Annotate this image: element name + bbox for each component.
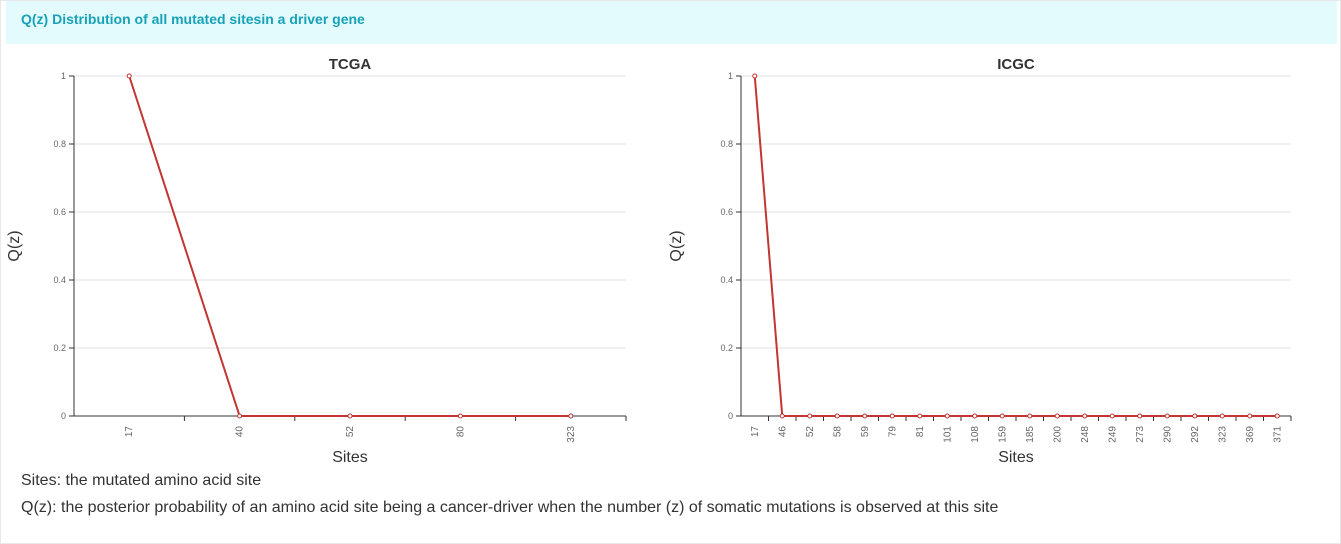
- data-point: [347, 413, 353, 419]
- panel-title: Q(z) Distribution of all mutated sitesin…: [21, 11, 365, 27]
- y-tick-label: 0.6: [720, 207, 733, 217]
- chart-title: ICGC: [997, 56, 1035, 73]
- x-tick-label: 200: [1052, 426, 1063, 443]
- data-point: [862, 413, 868, 419]
- y-axis-label: Q(z): [668, 230, 685, 261]
- y-tick-label: 1: [728, 71, 733, 81]
- data-point: [807, 413, 813, 419]
- qz-note: Q(z): the posterior probability of an am…: [21, 499, 999, 516]
- data-point: [1109, 413, 1115, 419]
- x-tick-label: 79: [887, 426, 898, 438]
- x-tick-label: 369: [1245, 426, 1256, 443]
- x-axis-label: Sites: [998, 449, 1034, 466]
- y-tick-label: 0.6: [53, 207, 66, 217]
- data-point: [889, 413, 895, 419]
- data-point: [779, 413, 785, 419]
- x-tick-label: 159: [997, 426, 1008, 443]
- x-tick-label: 108: [970, 426, 981, 443]
- x-tick-label: 52: [345, 426, 356, 438]
- y-tick-label: 0.8: [720, 139, 733, 149]
- x-tick-label: 273: [1135, 426, 1146, 443]
- data-point: [568, 413, 574, 419]
- sites-note: Sites: the mutated amino acid site: [21, 472, 262, 489]
- data-point: [917, 413, 923, 419]
- data-line: [128, 75, 571, 417]
- x-axis-label: Sites: [332, 449, 368, 466]
- x-tick-label: 185: [1025, 426, 1036, 443]
- data-line: [753, 75, 1278, 417]
- data-point: [237, 413, 243, 419]
- x-tick-label: 46: [777, 426, 788, 438]
- x-tick-label: 40: [235, 426, 246, 438]
- data-point: [1082, 413, 1088, 419]
- x-tick-label: 17: [750, 426, 761, 438]
- charts-area: TCGA 0 0.2 0.4 0.6 0.8 1 Q(z) Sites 17 40 52 80 323 IC…: [6, 56, 1292, 466]
- y-tick-label: 0.8: [53, 139, 66, 149]
- y-tick-label: 0.2: [720, 343, 733, 353]
- data-point: [1274, 413, 1280, 419]
- x-tick-label: 80: [455, 426, 466, 438]
- data-point: [834, 413, 840, 419]
- data-point: [1054, 413, 1060, 419]
- x-tick-label: 323: [566, 426, 577, 443]
- x-tick-label: 101: [942, 426, 953, 443]
- data-point: [972, 413, 978, 419]
- data-point: [1027, 413, 1033, 419]
- y-tick-label: 0: [61, 411, 66, 421]
- x-tick-label: 371: [1272, 426, 1283, 443]
- x-tick-label: 248: [1080, 426, 1091, 443]
- data-point: [999, 413, 1005, 419]
- x-tick-label: 59: [860, 426, 871, 438]
- data-point: [1164, 413, 1170, 419]
- data-point: [1137, 413, 1143, 419]
- panel-header: Q(z) Distribution of all mutated sitesin…: [6, 1, 1337, 44]
- y-axis-label: Q(z): [6, 230, 23, 261]
- y-tick-label: 1: [61, 71, 66, 81]
- x-tick-label: 290: [1162, 426, 1173, 443]
- y-tick-label: 0.4: [53, 275, 66, 285]
- data-point: [126, 73, 132, 79]
- x-tick-label: 58: [832, 426, 843, 438]
- x-tick-label: 17: [124, 426, 135, 438]
- data-point: [1219, 413, 1225, 419]
- x-tick-label: 81: [915, 426, 926, 438]
- x-tick-label: 249: [1107, 426, 1118, 443]
- x-tick-label: 52: [805, 426, 816, 438]
- x-tick-label: 323: [1217, 426, 1228, 443]
- y-tick-label: 0: [728, 411, 733, 421]
- chart-title: TCGA: [329, 56, 372, 73]
- data-point: [752, 73, 758, 79]
- data-point: [457, 413, 463, 419]
- data-point: [1247, 413, 1253, 419]
- y-tick-label: 0.2: [53, 343, 66, 353]
- y-tick-label: 0.4: [720, 275, 733, 285]
- data-point: [944, 413, 950, 419]
- x-tick-label: 292: [1190, 426, 1201, 443]
- data-point: [1192, 413, 1198, 419]
